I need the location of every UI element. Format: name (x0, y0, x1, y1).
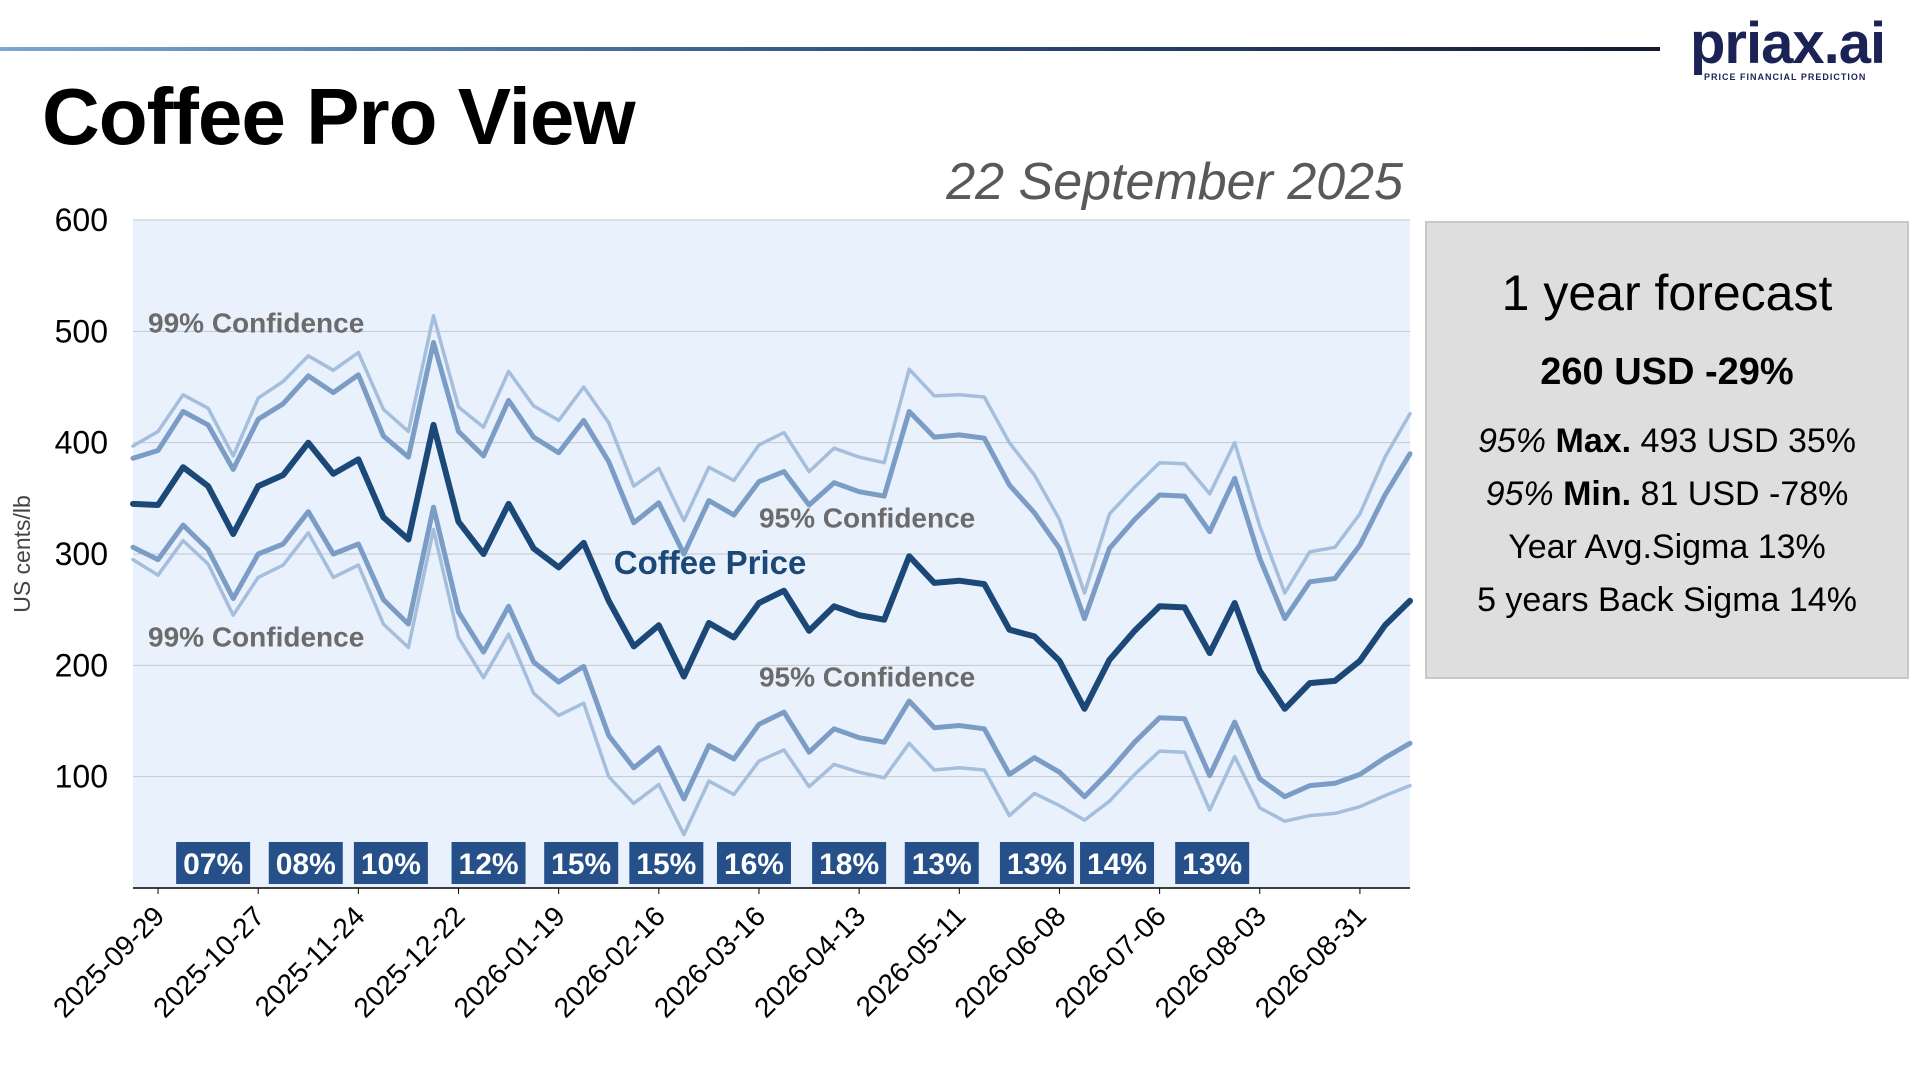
sigma-badge-bg (999, 842, 1074, 884)
sigma-badge-label: 16% (724, 848, 784, 881)
sigma-badge: 13% (999, 842, 1074, 884)
sigma-badge-bg (353, 842, 428, 884)
max-label: Max. (1555, 422, 1632, 460)
confidence-annotation: 99% Confidence (148, 307, 364, 338)
max-value: 493 USD 35% (1640, 422, 1857, 460)
year-avg-sigma: Year Avg.Sigma 13% (1508, 528, 1826, 566)
sigma-badge-label: 15% (551, 848, 611, 881)
min-value: 81 USD -78% (1640, 475, 1849, 513)
confidence-annotation: 99% Confidence (148, 621, 364, 652)
confidence-annotation: 95% Confidence (759, 661, 975, 692)
sigma-badge: 07% (176, 842, 251, 884)
sigma-badge: 12% (451, 842, 526, 884)
forecast-title: 1 year forecast (1501, 265, 1833, 321)
y-tick-label: 200 (55, 647, 108, 683)
sigma-badge: 10% (353, 842, 428, 884)
sigma-badge: 18% (812, 842, 887, 884)
sigma-badge-label: 15% (636, 848, 696, 881)
page-title: Coffee Pro View (42, 72, 636, 161)
sigma-badge-label: 10% (361, 848, 421, 881)
y-tick-label: 400 (55, 425, 108, 461)
sigma-badge-label: 14% (1087, 848, 1147, 881)
series-line-lower95 (130, 504, 1413, 802)
sigma-badge-bg (716, 842, 791, 884)
forecast-max-line: 95% Max. 493 USD 35% (1427, 415, 1907, 468)
sigma-badge-bg (1080, 842, 1155, 884)
sigma-badge-bg (268, 842, 343, 884)
sigma-badge-label: 07% (183, 848, 243, 881)
report-date: 22 September 2025 (946, 153, 1403, 211)
sigma-badge-bg (176, 842, 251, 884)
series-line-price (130, 421, 1413, 712)
min-label: Min. (1563, 475, 1632, 513)
sigma-badge: 13% (1175, 842, 1250, 884)
sigma-badge: 15% (544, 842, 619, 884)
y-tick-label: 500 (55, 313, 108, 349)
confidence-annotation: 95% Confidence (759, 502, 975, 533)
price-series-label: Coffee Price (614, 544, 807, 581)
sigma-badge-bg (812, 842, 887, 884)
sigma-badge-label: 18% (819, 848, 879, 881)
sigma-badge: 08% (268, 842, 343, 884)
y-tick-label: 300 (55, 536, 108, 572)
five-year-sigma: 5 years Back Sigma 14% (1477, 581, 1857, 619)
min-prefix: 95% (1485, 475, 1554, 513)
logo-text: priax.ai (1690, 11, 1886, 76)
sigma-badge-label: 12% (459, 848, 519, 881)
sigma-badge: 16% (716, 842, 791, 884)
y-tick-label: 600 (55, 202, 108, 238)
y-axis-label: US cents/lb (9, 495, 35, 613)
sigma-badge: 14% (1080, 842, 1155, 884)
sigma-badge-bg (1175, 842, 1250, 884)
forecast-min-line: 95% Min. 81 USD -78% (1427, 468, 1907, 521)
sigma-badge-bg (451, 842, 526, 884)
sigma-badge-label: 13% (1182, 848, 1242, 881)
series-line-upper95 (130, 340, 1413, 622)
logo-tagline: PRICE FINANCIAL PREDICTION (1704, 72, 1867, 82)
header-rule (0, 47, 1660, 51)
forecast-panel: 1 year forecast 260 USD -29% 95% Max. 49… (1425, 221, 1909, 679)
max-prefix: 95% (1477, 422, 1547, 460)
sigma-badge-label: 13% (912, 848, 972, 881)
forecast-headline: 260 USD -29% (1540, 351, 1794, 393)
y-tick-label: 100 (55, 759, 108, 795)
sigma-badge: 13% (904, 842, 979, 884)
sigma-badge-bg (904, 842, 979, 884)
series-line-upper99 (131, 313, 1412, 595)
series-line-lower99 (131, 527, 1412, 837)
sigma-badge-label: 13% (1007, 848, 1067, 881)
sigma-badge-bg (629, 842, 704, 884)
sigma-badge-label: 08% (276, 848, 336, 881)
sigma-badge: 15% (629, 842, 704, 884)
sigma-badge-bg (544, 842, 619, 884)
priax-logo: priax.ai PRICE FINANCIAL PREDICTION (1690, 14, 1890, 86)
